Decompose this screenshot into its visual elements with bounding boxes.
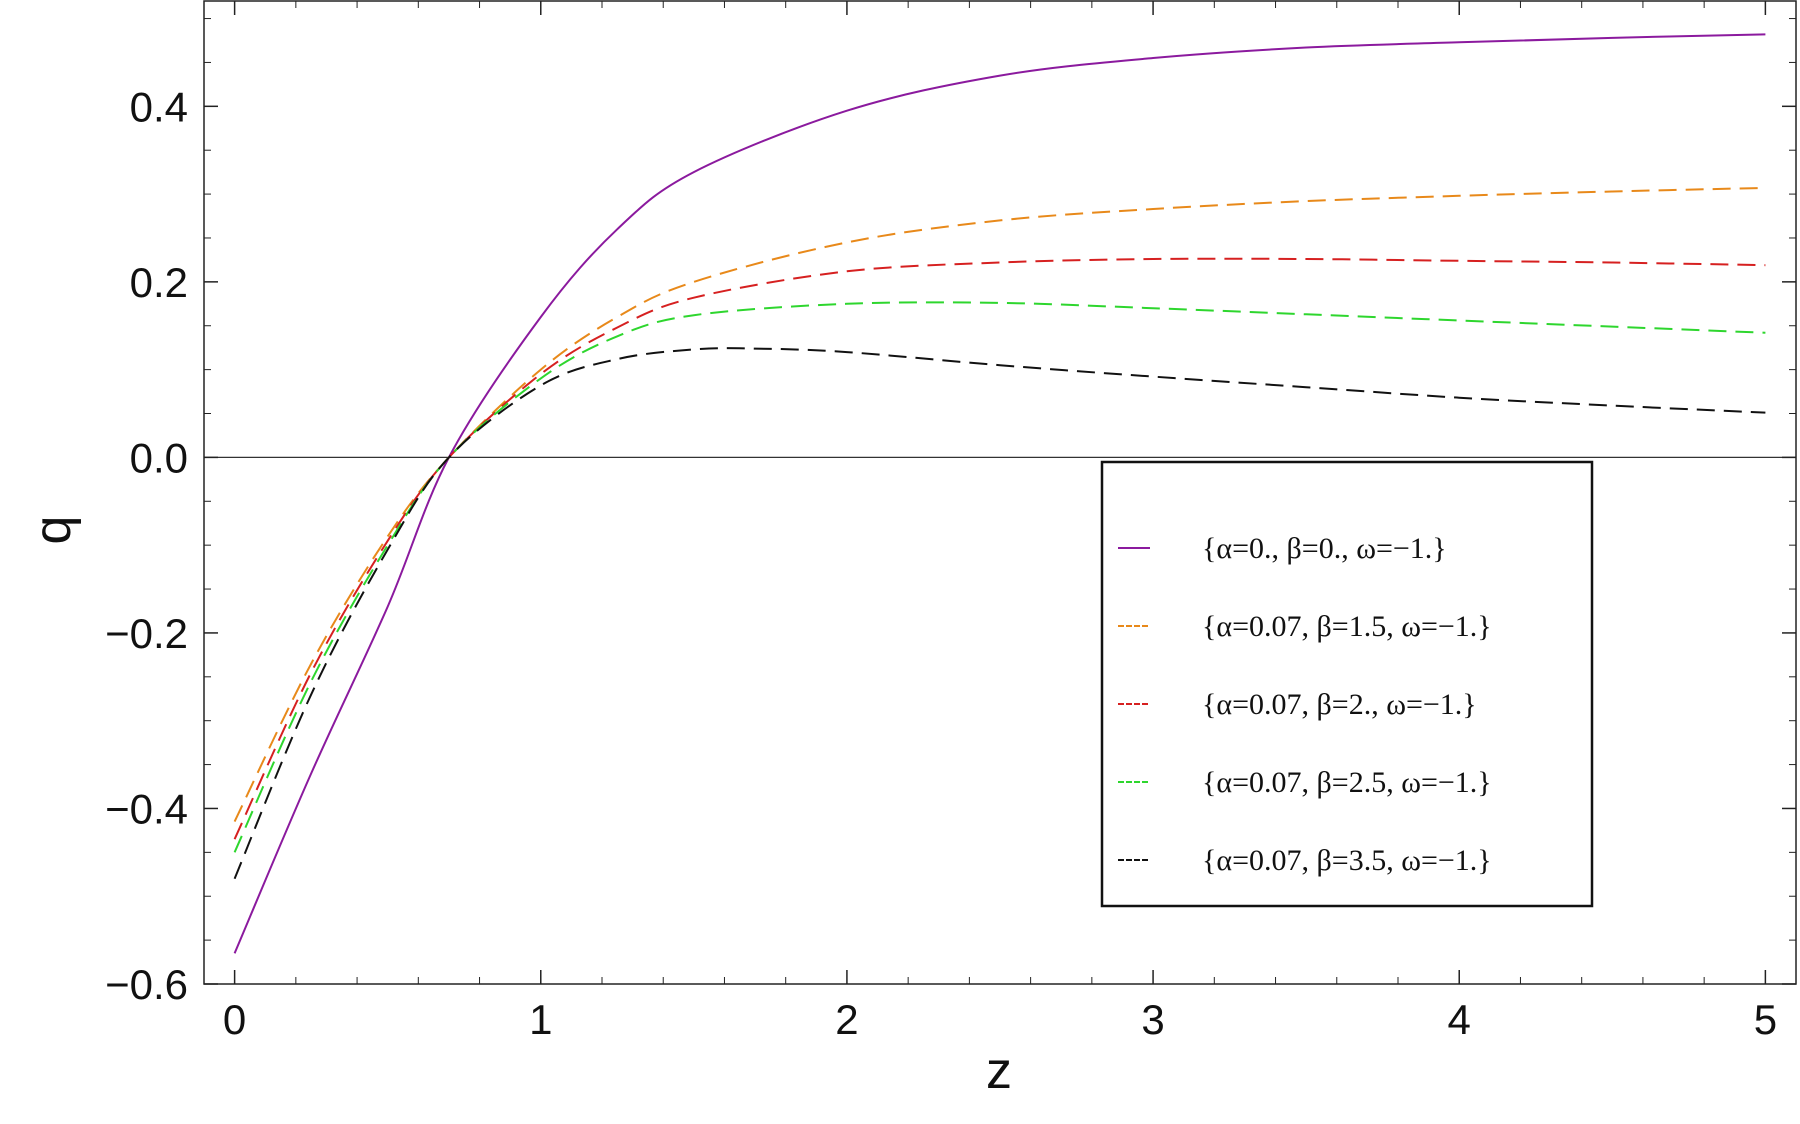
y-axis-title: q xyxy=(24,516,82,545)
legend-label-5: {α=0.07, β=3.5, ω=−1.} xyxy=(1202,844,1492,877)
legend-label-3: {α=0.07, β=2., ω=−1.} xyxy=(1202,688,1477,721)
plot-frame xyxy=(203,0,1797,985)
series-line-3 xyxy=(233,257,1766,840)
legend-box xyxy=(1100,460,1594,908)
y-tick-label: −0.2 xyxy=(105,610,188,657)
legend: {α=0., β=0., ω=−1.} {α=0.07, β=1.5, ω=−1.… xyxy=(1100,460,1594,908)
legend-label-1: {α=0., β=0., ω=−1.} xyxy=(1202,532,1447,565)
legend-label-4: {α=0.07, β=2.5, ω=−1.} xyxy=(1202,766,1492,799)
x-tick-label: 0 xyxy=(223,996,246,1043)
series-line-2 xyxy=(233,186,1766,823)
y-tick-label: −0.6 xyxy=(105,961,188,1008)
x-tick-label: 1 xyxy=(529,996,552,1043)
x-tick-label: 2 xyxy=(835,996,858,1043)
x-tick-label: 4 xyxy=(1448,996,1471,1043)
y-tick-label: −0.4 xyxy=(105,785,188,832)
series-line-4 xyxy=(233,301,1766,853)
series-line-5 xyxy=(233,347,1766,880)
legend-label-2: {α=0.07, β=1.5, ω=−1.} xyxy=(1202,610,1492,643)
y-tick-label: 0.0 xyxy=(130,434,188,481)
x-tick-label: 3 xyxy=(1141,996,1164,1043)
x-tick-label: 5 xyxy=(1754,996,1777,1043)
y-tick-label: 0.4 xyxy=(130,83,188,130)
series-line-1 xyxy=(233,33,1766,954)
y-tick-label: 0.2 xyxy=(130,259,188,306)
x-axis-title: z xyxy=(986,1042,1012,1100)
